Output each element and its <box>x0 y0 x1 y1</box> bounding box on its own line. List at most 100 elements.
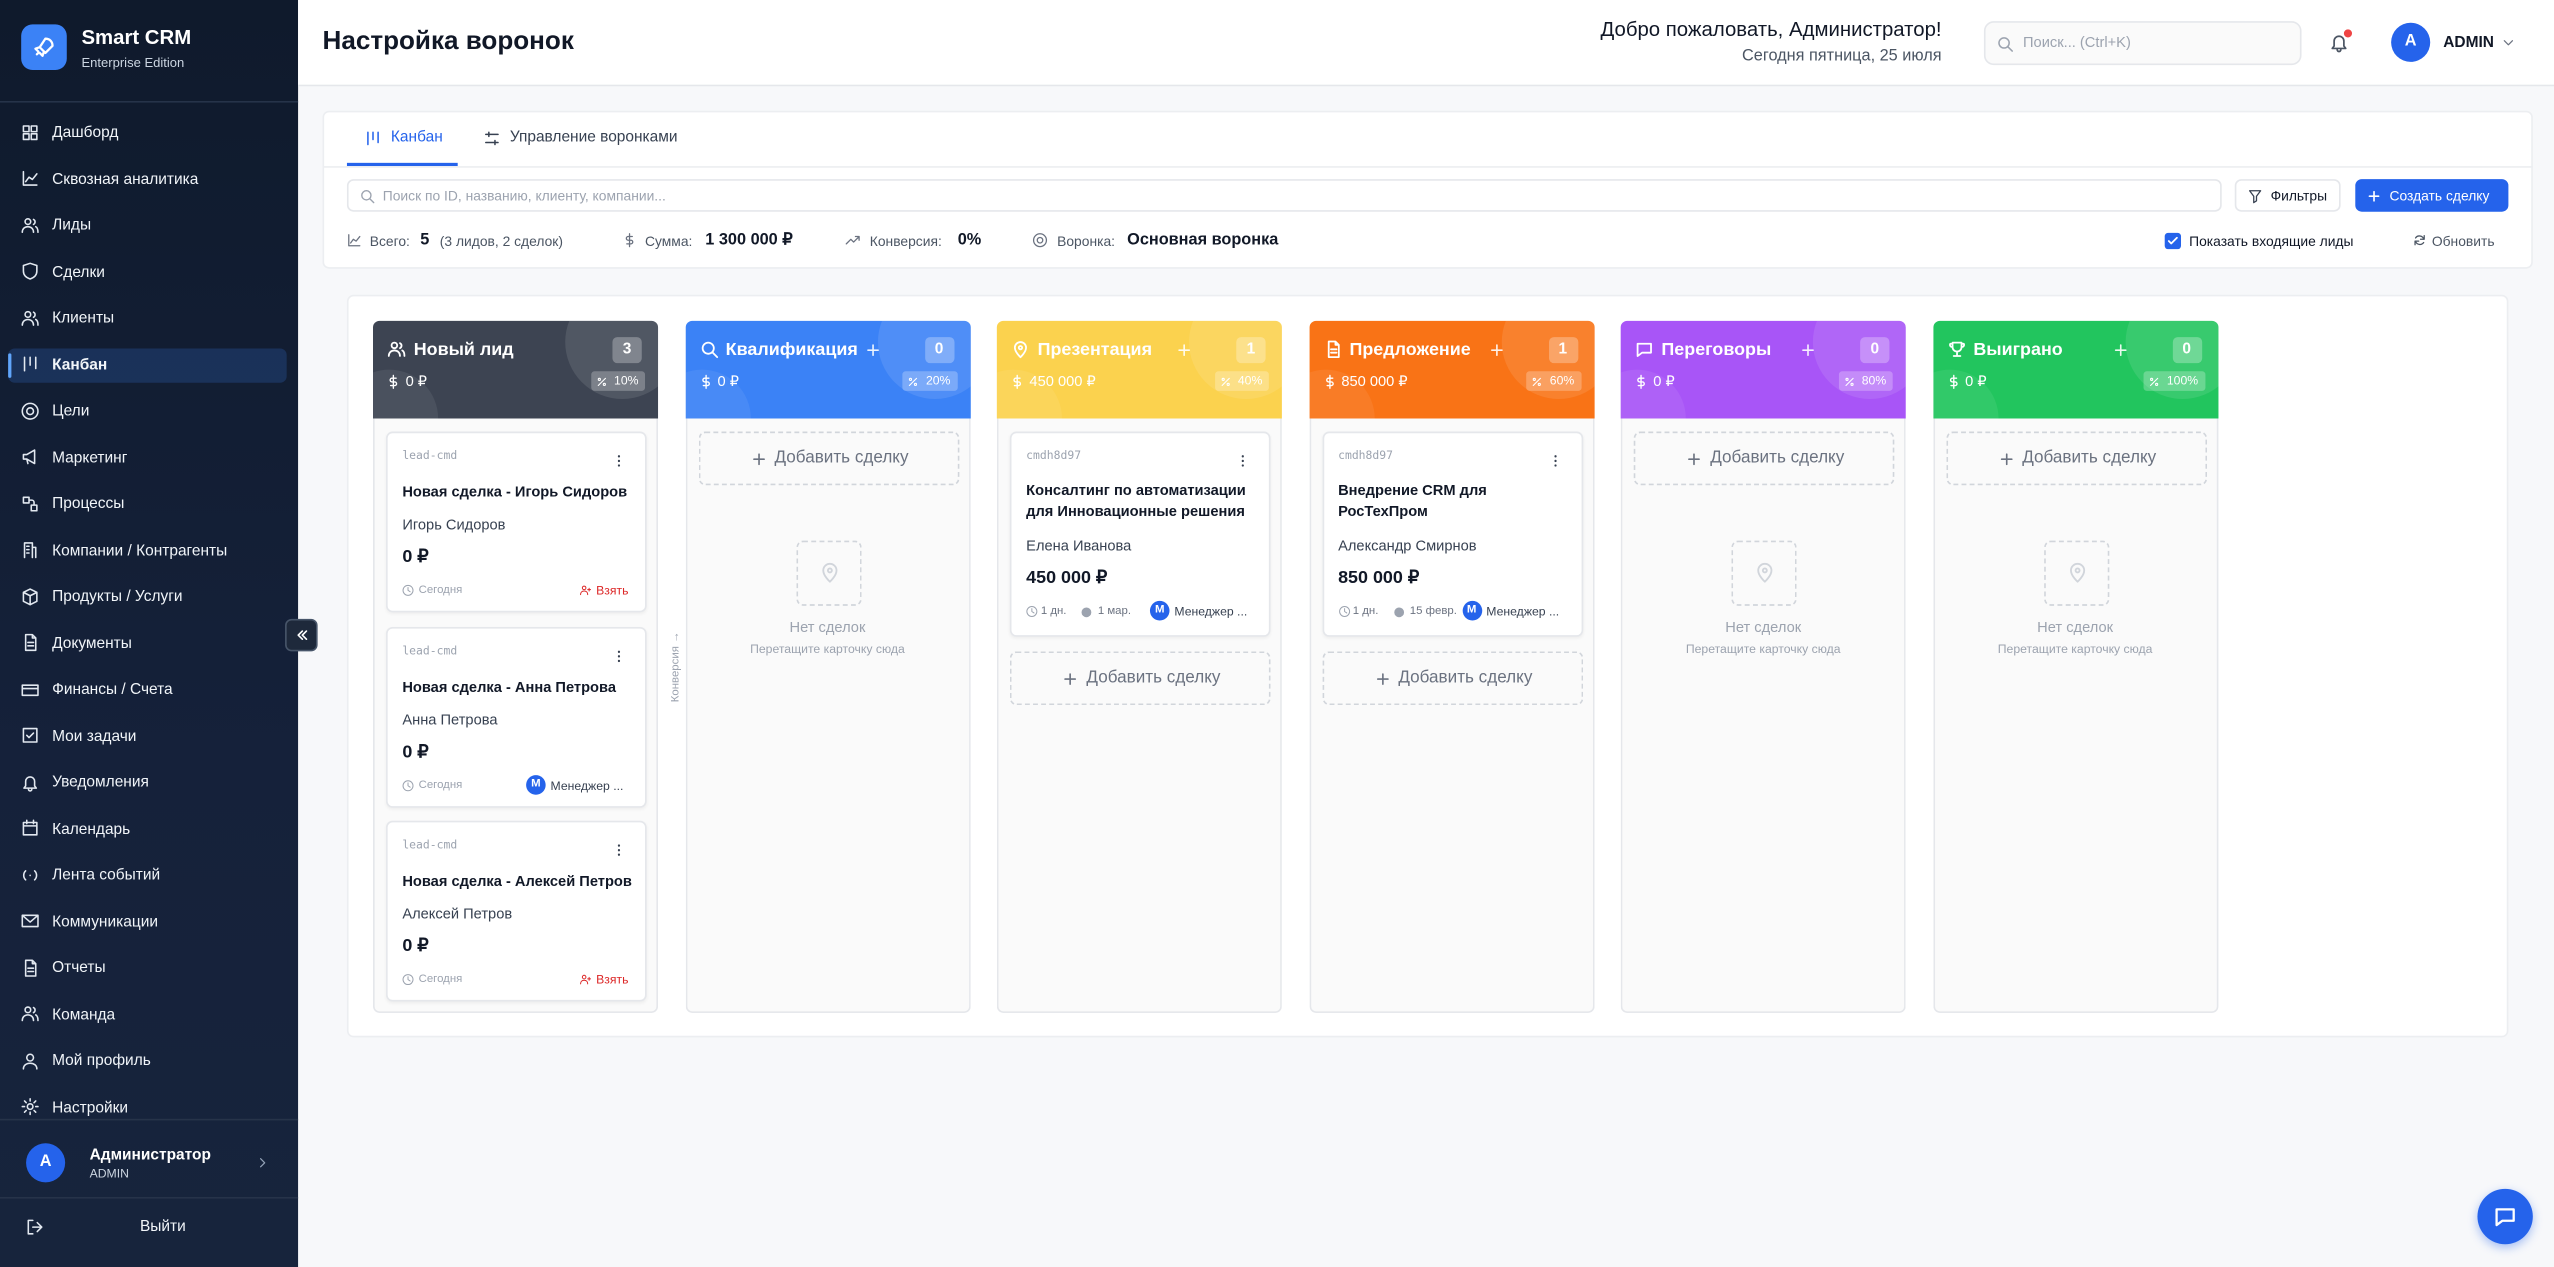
icon-path <box>485 131 499 146</box>
card-date-dot <box>1081 606 1092 617</box>
deal-card[interactable]: cmdh8d97 Внедрение CRM для РосТехПром Алек… <box>1321 431 1583 637</box>
nav-item[interactable]: Финансы / Счета <box>8 673 287 707</box>
deal-search[interactable]: Поиск по ID, названию, клиенту, компании… <box>346 179 2222 212</box>
icon-path <box>389 374 398 389</box>
icon <box>21 401 39 420</box>
nav-item[interactable]: Лиды <box>8 208 287 242</box>
add-deal-button[interactable]: Добавить сделку <box>1321 650 1583 705</box>
column-name: Предложение <box>1349 340 1471 360</box>
nav-item[interactable]: Продукты / Услуги <box>8 580 287 614</box>
column-name: Презентация <box>1037 340 1153 360</box>
global-search[interactable]: Поиск... (Ctrl+K) <box>1983 21 2302 66</box>
divider <box>0 1196 299 1199</box>
icon <box>260 1158 266 1168</box>
icon-path <box>1533 376 1542 386</box>
deal-card[interactable]: cmdh8d97 Консалтинг по автоматизации для … <box>1009 431 1271 637</box>
nav-item[interactable]: Отчеты <box>8 951 287 985</box>
deal-card[interactable]: lead-cmd Новая сделка - Игорь Сидоров Игор… <box>386 431 647 613</box>
deal-search-placeholder: Поиск по ID, названию, клиенту, компании… <box>382 187 666 204</box>
icon <box>1376 672 1388 685</box>
add-deal-button[interactable]: Добавить сделку <box>1633 431 1895 486</box>
column-sum: 0 ₽ <box>1653 372 1675 390</box>
add-deal-label: Добавить сделку <box>1710 447 1845 468</box>
add-deal-button[interactable]: Добавить сделку <box>1945 431 2207 486</box>
icon <box>1013 341 1027 359</box>
card-contact: Игорь Сидоров <box>402 516 506 533</box>
icon-path <box>1376 672 1388 685</box>
icon <box>27 1219 43 1235</box>
nav-item[interactable]: Цели <box>8 394 287 428</box>
icon <box>21 683 39 696</box>
nav-item[interactable]: Сделки <box>8 255 287 289</box>
add-deal-label: Добавить сделку <box>1086 666 1221 687</box>
incoming-checkbox[interactable] <box>2164 232 2182 250</box>
icon <box>752 453 765 466</box>
collapse-button[interactable] <box>285 618 318 652</box>
icon-path <box>387 341 406 357</box>
nav-item[interactable]: Команда <box>8 997 287 1031</box>
icon-path <box>597 376 606 386</box>
create-label: Создать сделку <box>2389 187 2490 204</box>
nav-item[interactable]: Канбан <box>8 347 287 382</box>
tab[interactable]: Управление воронками <box>509 128 678 147</box>
nav-item[interactable]: Маркетинг <box>8 441 287 475</box>
icon <box>1757 562 1773 583</box>
nav-item[interactable]: Сквозная аналитика <box>8 162 287 196</box>
icon <box>24 958 37 976</box>
icon <box>387 341 406 357</box>
icon <box>348 234 361 247</box>
icon <box>2150 376 2159 386</box>
tab[interactable]: Канбан <box>390 128 443 147</box>
icon <box>23 775 38 791</box>
take-button[interactable]: Взять <box>596 972 629 987</box>
nav-item[interactable]: Компании / Контрагенты <box>8 533 287 567</box>
icon-path <box>361 190 375 204</box>
logout-button[interactable]: Выйти <box>139 1218 186 1237</box>
create-button[interactable]: Создать сделку <box>2355 179 2509 212</box>
icon-path <box>21 310 39 326</box>
icon-path <box>701 341 718 359</box>
take-button[interactable]: Взять <box>596 583 629 598</box>
refresh-button[interactable]: Обновить <box>2431 232 2495 250</box>
nav-item[interactable]: Дашборд <box>8 116 287 150</box>
icon <box>1948 341 1965 357</box>
empty-hint: Перетащите карточку сюда <box>1685 641 1841 657</box>
nav-item[interactable]: Процессы <box>8 487 287 521</box>
notifications[interactable] <box>2326 28 2355 57</box>
icon <box>2331 35 2347 53</box>
card-date: 15 февр. <box>1409 605 1457 618</box>
stat-value: 0% <box>957 231 982 250</box>
icon <box>1998 37 2013 52</box>
nav-item[interactable]: Документы <box>8 626 287 660</box>
nav-item[interactable]: Календарь <box>8 812 287 846</box>
nav-item[interactable]: Уведомления <box>8 765 287 799</box>
card-amount: 0 ₽ <box>402 741 429 762</box>
nav-item[interactable]: Клиенты <box>8 301 287 335</box>
add-deal-button[interactable]: Добавить сделку <box>697 431 959 486</box>
add-deal-button[interactable]: Добавить сделку <box>1009 650 1271 705</box>
tab-underline <box>346 162 458 167</box>
column-count: 0 <box>1860 337 1890 364</box>
icon <box>1338 606 1350 617</box>
assignee-name: Менеджер ... <box>1486 604 1560 619</box>
nav-item[interactable]: Коммуникации <box>8 905 287 939</box>
filters-button[interactable]: Фильтры <box>2234 179 2341 212</box>
icon <box>866 344 879 357</box>
nav-item[interactable]: Настройки <box>8 1090 287 1124</box>
icon-path <box>367 131 379 146</box>
column-header: Выиграно 0 0 ₽ 100% <box>1932 320 2218 419</box>
chat-button[interactable] <box>2477 1188 2533 1245</box>
deal-card[interactable]: lead-cmd Новая сделка - Анна Петрова Анна … <box>386 626 647 807</box>
column-sum: 0 ₽ <box>405 372 428 390</box>
nav-item[interactable]: Мои задачи <box>8 719 287 753</box>
icon <box>21 310 39 326</box>
column-body <box>1932 418 2218 1013</box>
icon-path <box>23 356 37 372</box>
tabs-border <box>322 166 2533 168</box>
icon-path <box>1757 562 1773 583</box>
column-percent: 10% <box>591 371 646 391</box>
nav-item[interactable]: Мой профиль <box>8 1044 287 1078</box>
deal-card[interactable]: lead-cmd Новая сделка - Алексей Петров Але… <box>386 820 647 1002</box>
header-avatar[interactable]: A <box>2391 22 2431 62</box>
nav-item[interactable]: Лента событий <box>8 858 287 892</box>
